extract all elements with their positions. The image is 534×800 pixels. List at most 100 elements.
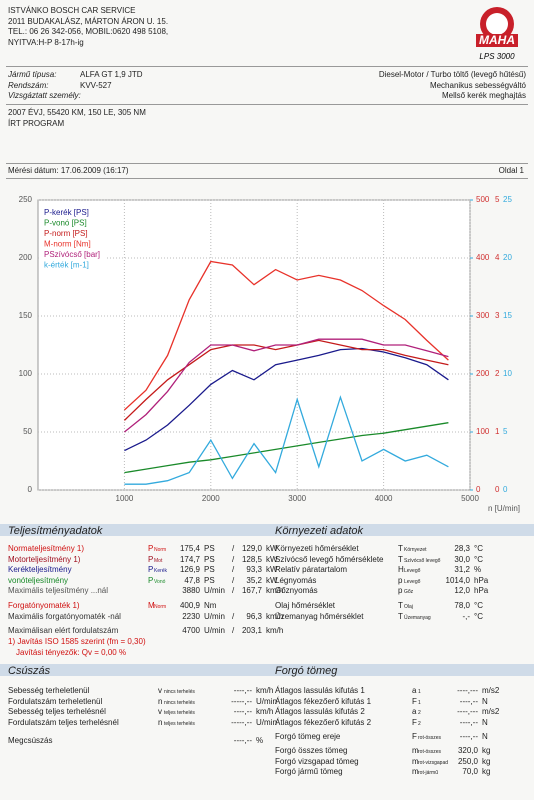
row-label: Fordulatszám teljes terhelésnél [8, 717, 119, 727]
row-unit: km/h [256, 707, 274, 716]
row-unit: °C [474, 554, 483, 564]
symbol: a [412, 707, 417, 716]
symbol-subscript: Olaj [404, 604, 413, 610]
legend-entry: M-norm [Nm] [44, 240, 91, 249]
row-label: Üzemanyag hőmérséklet [275, 611, 364, 621]
symbol: p [398, 575, 403, 585]
row-label: Gőznyomás [275, 586, 318, 595]
row-unit: °C [474, 601, 483, 610]
series-line [124, 347, 449, 452]
symbol-subscript: rot-összes [418, 735, 442, 741]
section-title: Környezeti adatok [275, 525, 364, 537]
row-label: Maximálisan elért fordulatszám [8, 626, 119, 635]
symbol-subscript: rot-összes [418, 749, 442, 755]
row-unit: km/h [256, 686, 274, 695]
y-tick-label: 50 [23, 427, 32, 436]
row-unit: U/min [204, 626, 225, 635]
row-value: 93,3 [246, 565, 262, 574]
row-label: Motorteljesítmény 1) [8, 554, 81, 564]
symbol-subscript: teljes terhelés [164, 710, 195, 716]
row-value: 47,8 [184, 575, 200, 585]
row-unit: N [482, 717, 488, 727]
row-unit: m/s2 [482, 686, 500, 695]
row-value: -----,-- [231, 717, 252, 727]
y-tick-label: 300 [476, 311, 490, 320]
symbol: T [398, 544, 403, 553]
row-unit: °C [474, 544, 483, 553]
y-tick-label: 200 [476, 369, 490, 378]
row-value: 320,0 [457, 746, 478, 755]
row-unit: m/s2 [482, 707, 500, 716]
note: 2007 ÉVJ, 55420 KM, 150 LE, 305 NM [8, 108, 146, 117]
symbol: n [158, 696, 163, 706]
section-bar [0, 524, 534, 536]
note: ÍRT PROGRAM [8, 118, 65, 128]
y-tick-label: 250 [19, 195, 33, 204]
row-unit: % [474, 565, 482, 574]
y-tick-label: 25 [503, 195, 512, 204]
symbol-subscript: rot-vizsgapad [418, 759, 449, 766]
row-label: Megcsúszás [8, 736, 53, 745]
symbol-subscript: Környezet [404, 547, 427, 553]
y-tick-label: 4 [495, 253, 500, 262]
row-unit: hPa [474, 575, 489, 585]
legend-entry: P-vonó [PS] [44, 219, 87, 228]
x-tick-label: 1000 [116, 494, 134, 503]
row-unit: °C [474, 611, 483, 621]
y-tick-label: 150 [19, 311, 33, 320]
row-label: Átlagos lassulás kifutás 2 [275, 707, 365, 716]
row-value: 78,0 [454, 601, 470, 610]
symbol-subscript: Levegő [404, 568, 421, 574]
symbol-subscript: teljes terhelés [164, 720, 195, 727]
symbol: F [412, 717, 417, 727]
y-tick-label: 0 [495, 485, 500, 494]
symbol: P [148, 544, 154, 553]
row-unit: U/min [204, 611, 225, 621]
vehicle-value: ALFA GT 1,9 JTD [80, 70, 143, 79]
row-unit: km/h [266, 611, 284, 621]
symbol-subscript: Mot [154, 557, 163, 564]
logo: MAHA LPS 3000 [476, 7, 518, 61]
row-unit: kW [266, 575, 278, 585]
row-value: -----,-- [231, 696, 252, 706]
x-tick-label: 2000 [202, 494, 220, 503]
row-label: Átlagos lassulás kifutás 1 [275, 686, 365, 695]
symbol: m [412, 746, 419, 755]
row-value: ----,--- [457, 707, 478, 716]
separator: / [232, 554, 235, 564]
row-value: 167,7 [241, 586, 262, 595]
symbol: P [148, 575, 154, 585]
row-value: 70,0 [462, 767, 478, 776]
row-unit: kg [482, 756, 491, 766]
y-tick-label: 5 [495, 195, 500, 204]
y-tick-label: 3 [495, 311, 500, 320]
row-label: Normateljesítmény 1) [8, 544, 85, 553]
vehicle-label: Jármű típusa: [8, 70, 57, 79]
row-unit: kg [482, 746, 491, 755]
section-title: Csúszás [8, 665, 51, 677]
divider [6, 178, 528, 179]
header-line: NYITVA:H-P 8-17h-ig [8, 37, 84, 47]
symbol: m [412, 756, 419, 766]
row-label: Forgatónyomaték 1) [8, 601, 80, 610]
row-value: 128,5 [241, 554, 262, 564]
x-axis-label: n [U/min] [488, 504, 520, 513]
row-unit: kW [266, 565, 278, 574]
row-value: ----,-- [233, 686, 252, 695]
y-tick-label: 2 [495, 369, 500, 378]
symbol: P [148, 554, 154, 564]
vehicle-value: KVV-527 [80, 80, 112, 90]
series-line [123, 260, 449, 411]
row-value: 3880 [182, 586, 200, 595]
symbol-subscript: Vonó [154, 578, 166, 585]
vehicle-label: Vizsgáztatt személy: [8, 91, 81, 100]
logo-model: LPS 3000 [479, 52, 515, 61]
separator: / [232, 611, 235, 621]
logo-band [476, 34, 518, 47]
row-label: Környezeti hőmérséklet [275, 544, 359, 553]
row-label: Maximális forgatónyomaték -nál [8, 611, 121, 621]
section-title: Forgó tömeg [275, 665, 338, 677]
measurement-date: Mérési dátum: 17.06.2009 (16:17) [8, 166, 129, 175]
legend-entry: PSzívócső [bar] [44, 250, 100, 259]
row-value: 203,1 [241, 626, 262, 635]
